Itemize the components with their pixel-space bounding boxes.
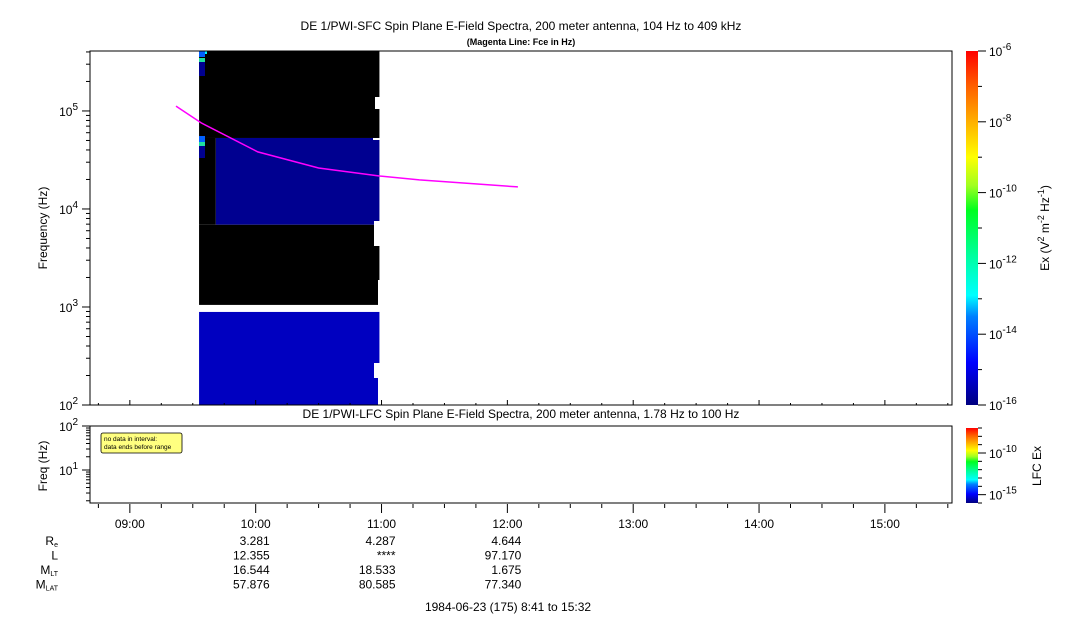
y-tick-label: 102 xyxy=(59,396,78,413)
x-tick-label: 10:00 xyxy=(241,517,271,531)
bottom-y-axis: 101 102 xyxy=(59,417,90,502)
spectrogram-pixel xyxy=(199,58,205,62)
spectrogram-pixel xyxy=(199,146,205,158)
ephemeris-row-label: Re xyxy=(45,534,58,549)
x-tick-label: 12:00 xyxy=(492,517,522,531)
colorbar-tick-label: 10-8 xyxy=(989,113,1012,130)
ephemeris-value: **** xyxy=(377,549,396,563)
ephemeris-value: 4.644 xyxy=(491,534,521,548)
x-tick-label: 09:00 xyxy=(115,517,145,531)
spectrogram-pixel xyxy=(205,51,207,54)
time-range-footer: 1984-06-23 (175) 8:41 to 15:32 xyxy=(425,600,591,614)
spectrogram-block xyxy=(199,51,380,138)
x-tick-label: 14:00 xyxy=(744,517,774,531)
no-data-note: no data in interval: data ends before ra… xyxy=(100,432,183,454)
ephemeris-row-label: MLAT xyxy=(36,578,59,593)
top-panel-title: DE 1/PWI-SFC Spin Plane E-Field Spectra,… xyxy=(301,19,742,33)
bottom-colorbar xyxy=(966,428,978,503)
spectrogram-block xyxy=(199,311,380,405)
ephemeris-value: 1.675 xyxy=(491,563,521,577)
data-gap xyxy=(378,378,388,408)
y-tick-label: 105 xyxy=(59,102,78,119)
top-y-axis: 102 103 104 105 xyxy=(59,51,90,413)
spectrogram-block xyxy=(215,137,380,225)
fce-line xyxy=(175,105,518,188)
top-y-axis-label: Frequency (Hz) xyxy=(36,187,50,270)
spectrogram-block xyxy=(199,137,216,225)
ephemeris-value: 97.170 xyxy=(485,549,522,563)
bottom-plot-frame xyxy=(89,425,953,504)
spectrogram-block xyxy=(199,224,380,305)
x-tick-label: 13:00 xyxy=(618,517,648,531)
ephemeris-value: 12.355 xyxy=(233,549,270,563)
bottom-y-axis-label: Freq (Hz) xyxy=(36,441,50,492)
spectrogram-pixel xyxy=(199,51,205,57)
colorbar-tick-label: 10-10 xyxy=(989,184,1017,201)
data-gap xyxy=(378,280,388,310)
ephemeris-value: 57.876 xyxy=(233,578,270,592)
no-data-note-line1: no data in interval: xyxy=(104,436,157,443)
bottom-panel-title: DE 1/PWI-LFC Spin Plane E-Field Spectra,… xyxy=(303,407,740,421)
time-axis: 09:00 10:00 11:00 12:00 13:00 14:00 15:00 xyxy=(97,400,949,531)
top-colorbar xyxy=(966,51,978,405)
colorbar-tick-label: 10-10 xyxy=(989,444,1017,461)
top-colorbar-ticks: 10-16 10-14 10-12 10-10 10-8 10-6 xyxy=(978,42,1017,413)
ephemeris-value: 80.585 xyxy=(359,578,396,592)
data-gap xyxy=(375,97,387,109)
colorbar-tick-label: 10-15 xyxy=(989,486,1017,503)
spectrogram-plot xyxy=(175,51,518,408)
top-panel-subtitle: (Magenta Line: Fce in Hz) xyxy=(467,37,576,47)
x-tick-label: 11:00 xyxy=(367,517,396,531)
top-colorbar-label: Ex (V2 m-2 Hz-1) xyxy=(1036,185,1052,271)
bottom-colorbar-label: LFC Ex xyxy=(1030,446,1044,486)
ephemeris-table: Re 3.281 4.287 4.644 L 12.355 **** 97.170 MLT 16.… xyxy=(36,534,522,593)
y-tick-label: 104 xyxy=(59,200,78,217)
spectrogram-pixel xyxy=(199,142,205,146)
y-tick-label: 101 xyxy=(59,461,78,478)
data-gap xyxy=(373,138,385,140)
ephemeris-value: 3.281 xyxy=(240,534,270,548)
data-gap xyxy=(374,363,386,378)
bottom-colorbar-ticks: 10-15 10-10 xyxy=(978,427,1017,504)
ephemeris-value: 4.287 xyxy=(365,534,395,548)
colorbar-tick-label: 10-6 xyxy=(989,42,1012,59)
ephemeris-row-label: MLT xyxy=(40,563,58,578)
ephemeris-value: 18.533 xyxy=(359,563,396,577)
y-tick-label: 102 xyxy=(59,417,78,434)
ephemeris-value: 16.544 xyxy=(233,563,270,577)
colorbar-tick-label: 10-12 xyxy=(989,254,1017,271)
spectrogram-pixel xyxy=(199,62,205,76)
x-tick-label: 15:00 xyxy=(870,517,900,531)
y-tick-label: 103 xyxy=(59,298,78,315)
data-gap xyxy=(374,221,386,246)
ephemeris-value: 77.340 xyxy=(485,578,522,592)
spectrogram-pixel xyxy=(199,136,205,142)
ephemeris-row-label: L xyxy=(51,549,58,563)
colorbar-tick-label: 10-14 xyxy=(989,325,1017,342)
no-data-note-line2: data ends before range xyxy=(104,444,172,451)
top-plot-frame xyxy=(89,50,953,406)
colorbar-tick-label: 10-16 xyxy=(989,396,1017,413)
